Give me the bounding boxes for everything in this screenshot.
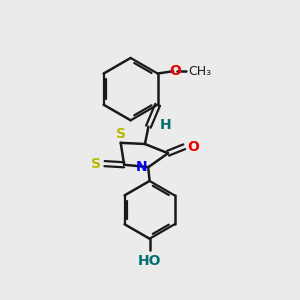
Text: CH₃: CH₃ bbox=[188, 65, 212, 78]
Text: S: S bbox=[91, 157, 101, 171]
Text: S: S bbox=[116, 127, 126, 141]
Text: O: O bbox=[169, 64, 181, 78]
Text: HO: HO bbox=[138, 254, 161, 268]
Text: H: H bbox=[160, 118, 172, 132]
Text: N: N bbox=[136, 160, 147, 174]
Text: O: O bbox=[187, 140, 199, 154]
